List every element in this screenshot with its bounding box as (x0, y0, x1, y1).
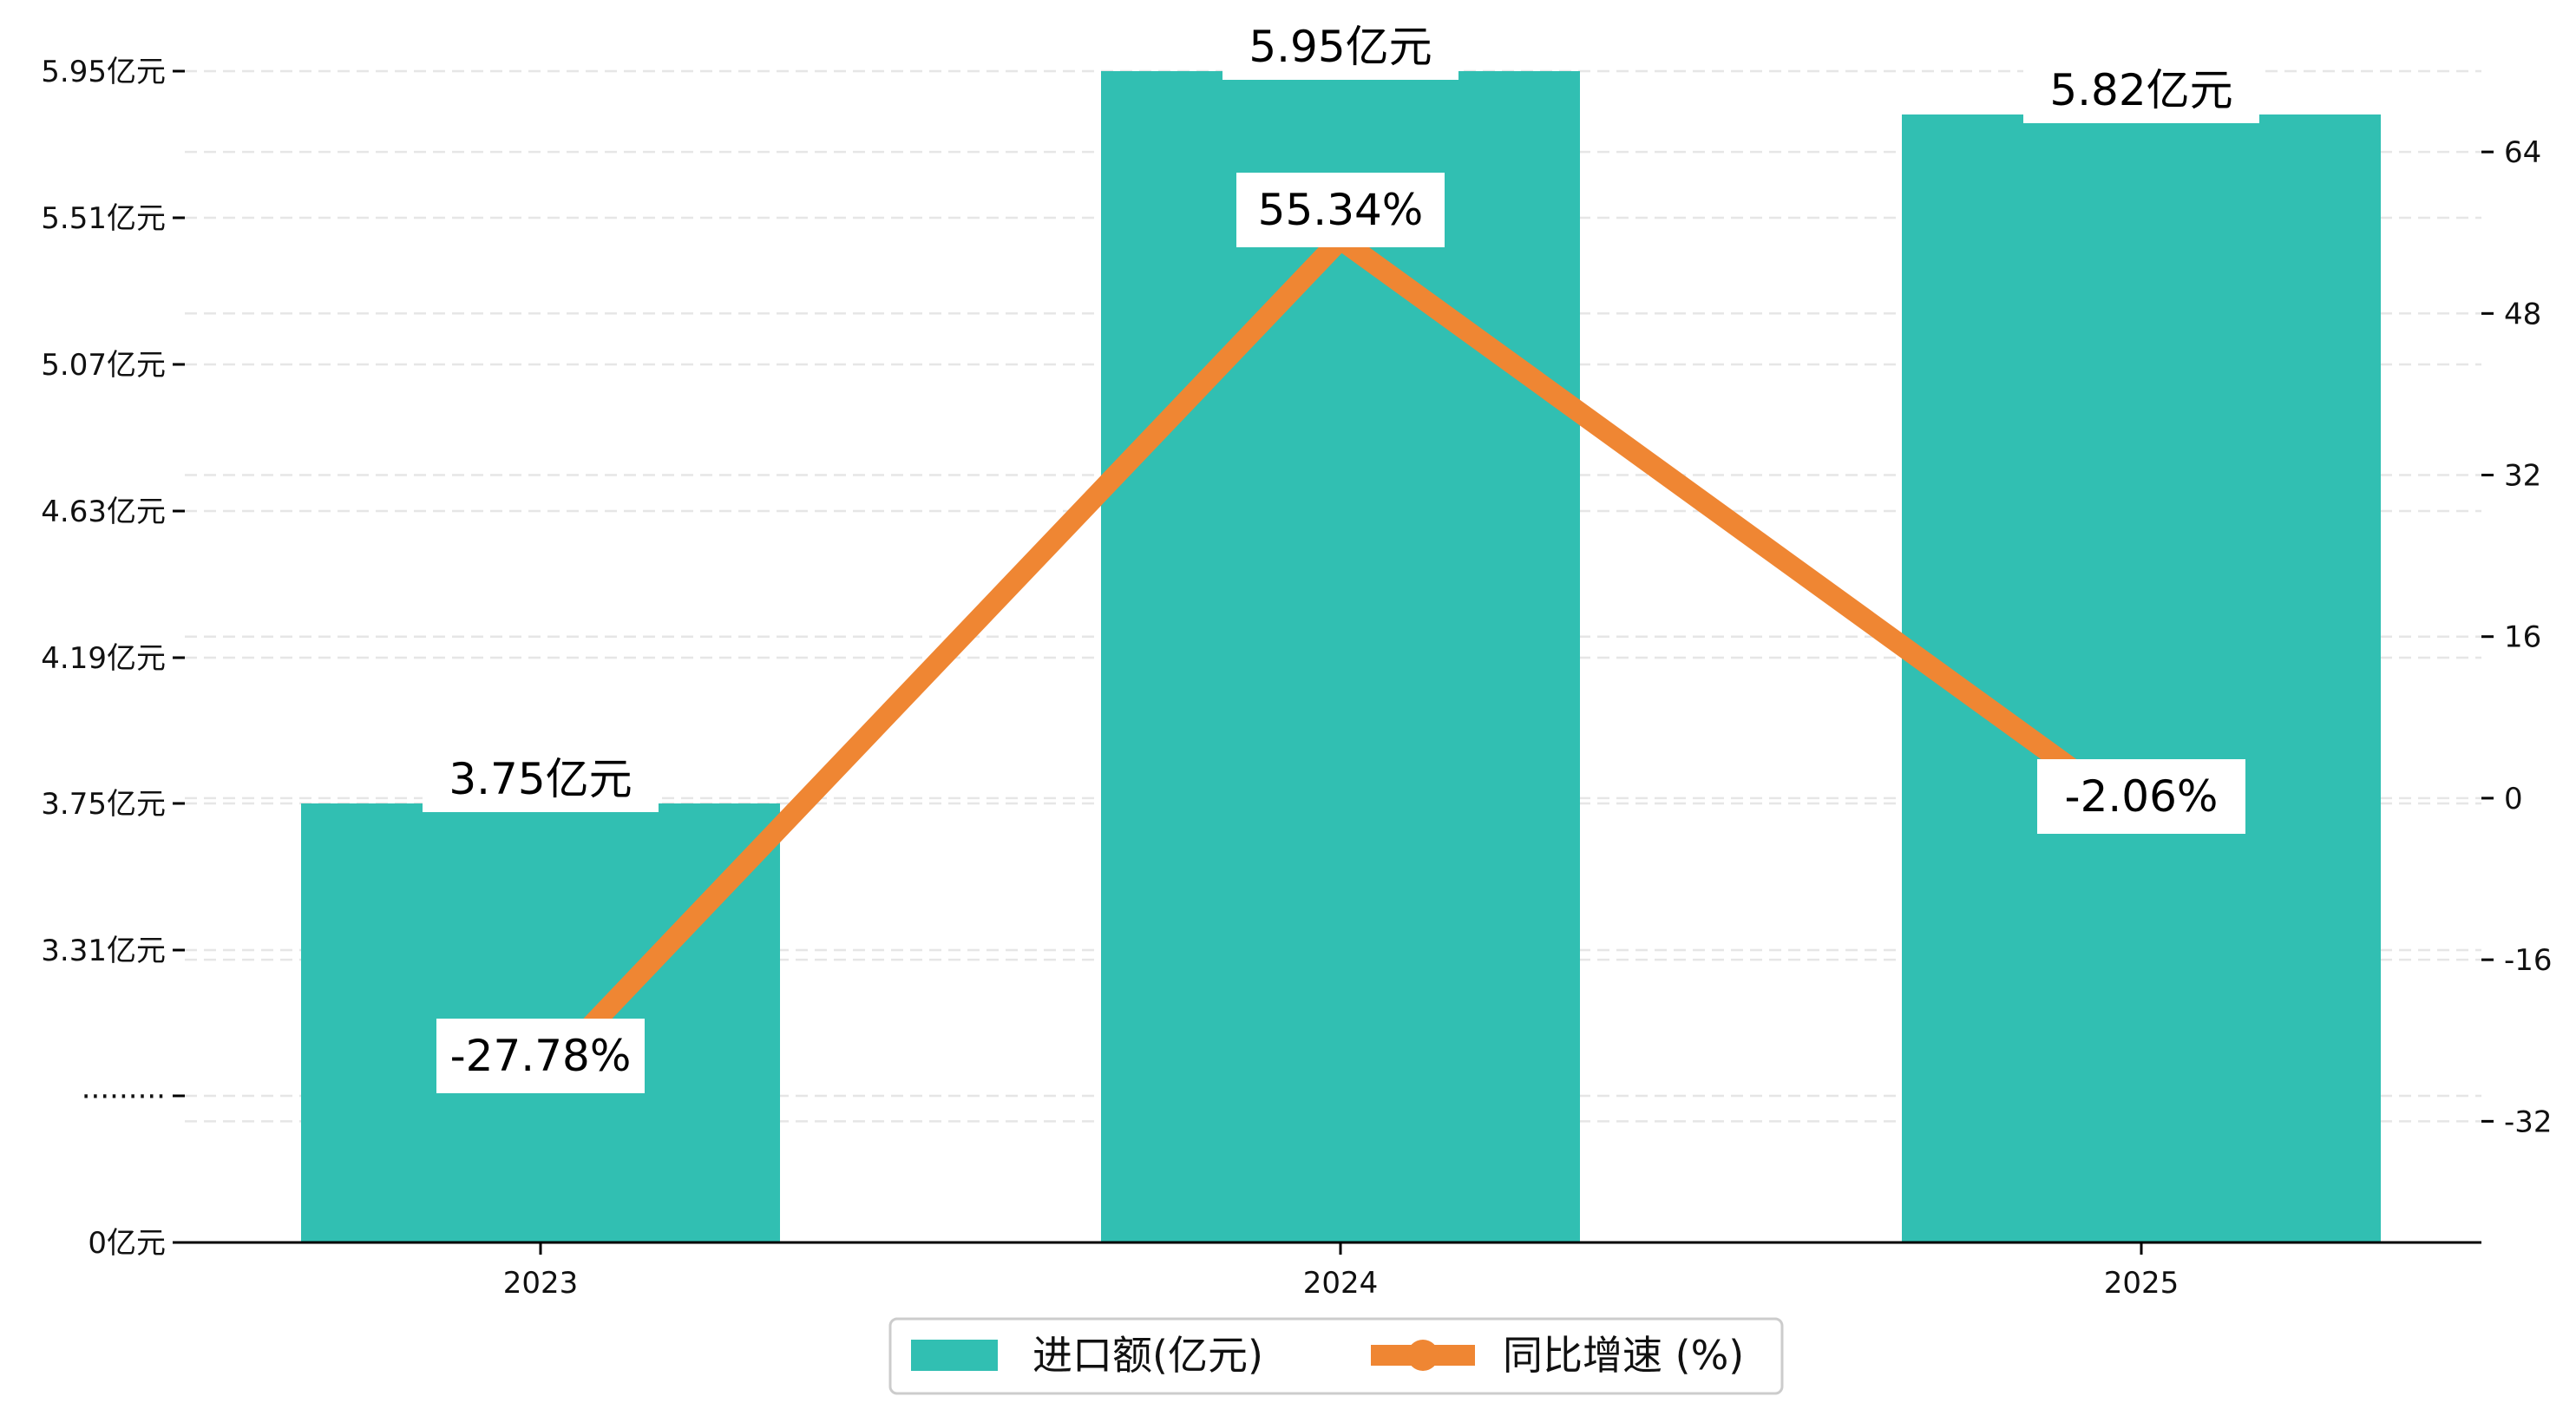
legend-line-marker (1407, 1340, 1439, 1371)
right-tick-label: -32 (2504, 1105, 2553, 1139)
left-tick-label: 3.75亿元 (41, 787, 166, 822)
left-axis-ticks: 0亿元 ········· 3.31亿元 3.75亿元 4.19亿元 4.63亿元 5.07… (41, 55, 185, 1261)
left-tick-label: 0亿元 (88, 1226, 166, 1261)
bar-value-labels: 3.75亿元 5.95亿元 5.82亿元 (423, 14, 2259, 812)
legend: 进口额(亿元) 同比增速 (%) (888, 1317, 1784, 1395)
legend-box (888, 1317, 1784, 1395)
x-tick-label: 2025 (2104, 1266, 2179, 1301)
growth-value-label: -2.06% (2065, 771, 2219, 822)
left-tick-label: 5.51亿元 (41, 201, 166, 236)
growth-value-label: 55.34% (1258, 185, 1424, 235)
growth-value-label-box (436, 1019, 645, 1093)
legend-bar-swatch (911, 1340, 998, 1371)
right-tick-label: 48 (2504, 297, 2541, 331)
legend-line-label: 同比增速 (%) (1503, 1332, 1744, 1379)
left-tick-label: 4.63亿元 (41, 495, 166, 529)
bar-value-label-box (1222, 14, 1458, 80)
growth-value-label-box (1236, 173, 1445, 247)
bar-value-label-box (423, 746, 659, 812)
growth-value-labels: -27.78% 55.34% -2.06% (436, 173, 2245, 1093)
right-tick-label: -16 (2504, 943, 2553, 978)
growth-value-label-box (2037, 759, 2245, 834)
right-tick-label: 64 (2504, 135, 2541, 170)
bar (1902, 114, 2381, 1242)
right-axis-ticks: -32 -16 0 16 32 48 64 (2481, 135, 2553, 1139)
bar-value-label: 3.75亿元 (449, 754, 632, 804)
x-axis-ticks: 2023 2024 2025 (503, 1242, 2179, 1301)
bar-value-label-box (2023, 56, 2259, 123)
growth-value-label: -27.78% (450, 1031, 632, 1081)
bar-value-label: 5.82亿元 (2049, 65, 2232, 115)
x-tick-label: 2023 (503, 1266, 579, 1301)
left-tick-label: 4.19亿元 (41, 641, 166, 676)
x-tick-label: 2024 (1303, 1266, 1379, 1301)
left-tick-label: ········· (82, 1079, 166, 1114)
left-tick-label: 5.07亿元 (41, 348, 166, 383)
bar (1101, 71, 1580, 1242)
bar-value-label: 5.95亿元 (1249, 22, 1432, 72)
right-tick-label: 0 (2504, 782, 2523, 816)
left-tick-label: 5.95亿元 (41, 55, 166, 89)
legend-bar-label: 进口额(亿元) (1032, 1332, 1263, 1379)
right-tick-label: 16 (2504, 620, 2541, 655)
left-tick-label: 3.31亿元 (41, 934, 166, 968)
right-tick-label: 32 (2504, 459, 2541, 494)
